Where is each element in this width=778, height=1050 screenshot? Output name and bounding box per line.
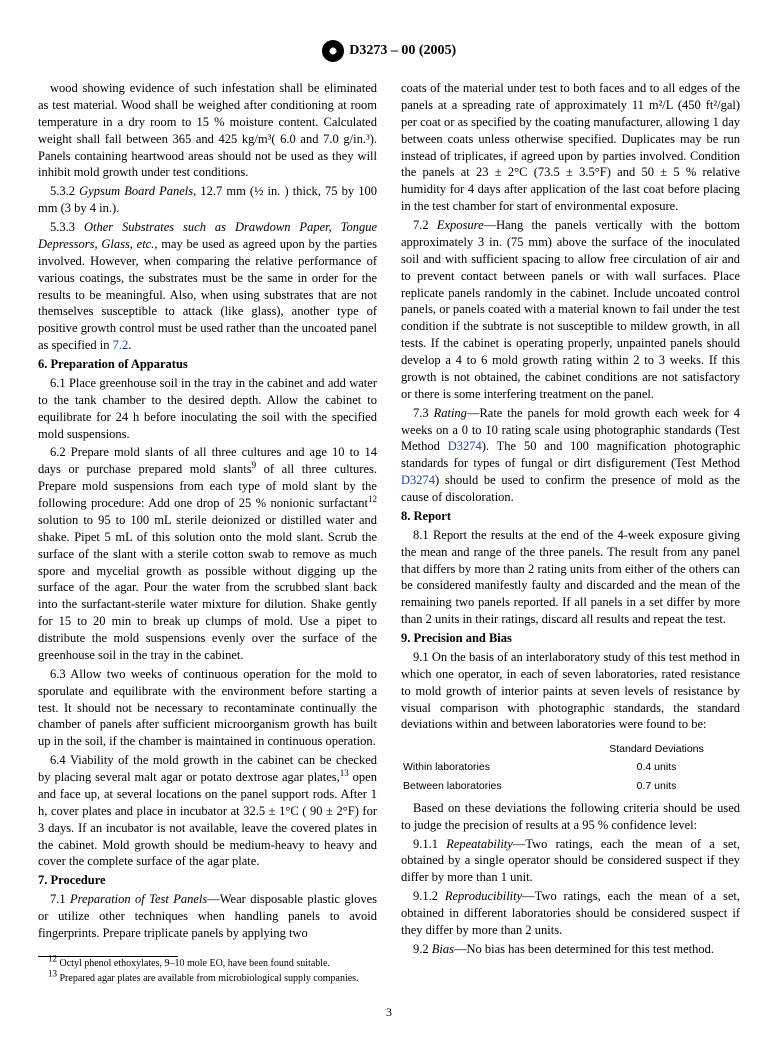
std-dev-table: Standard Deviations Within laboratories0… [401,739,740,796]
para-7-1-b: coats of the material under test to both… [401,80,740,215]
para-5-3-3: 5.3.3 Other Substrates such as Drawdown … [38,219,377,354]
para-9-1-criteria: Based on these deviations the following … [401,800,740,834]
heading-9: 9. Precision and Bias [401,630,740,647]
para-5-3-2: 5.3.2 Gypsum Board Panels, 12.7 mm (½ in… [38,183,377,217]
para-6-1: 6.1 Place greenhouse soil in the tray in… [38,375,377,443]
page-header: D3273 – 00 (2005) [38,40,740,62]
para-6-4: 6.4 Viability of the mold growth in the … [38,752,377,870]
para-6-2: 6.2 Prepare mold slants of all three cul… [38,444,377,663]
para-9-1-1: 9.1.1 Repeatability—Two ratings, each th… [401,836,740,887]
xref-d3274-b[interactable]: D3274 [401,473,435,487]
heading-6: 6. Preparation of Apparatus [38,356,377,373]
heading-8: 8. Report [401,508,740,525]
table-row: Within laboratories0.4 units [403,759,738,775]
footnote-13: 13 Prepared agar plates are available fr… [38,972,377,986]
xref-d3274-a[interactable]: D3274 [448,439,482,453]
para-9-2: 9.2 Bias—No bias has been determined for… [401,941,740,958]
astm-logo-icon [322,40,344,62]
para-7-1-a: 7.1 Preparation of Test Panels—Wear disp… [38,891,377,942]
para-7-3: 7.3 Rating—Rate the panels for mold grow… [401,405,740,506]
footnote-12: 12 Octyl phenol ethoxylates, 9–10 mole E… [38,957,377,971]
page-number: 3 [38,1004,740,1020]
para-7-2: 7.2 Exposure—Hang the panels vertically … [401,217,740,403]
para-6-3: 6.3 Allow two weeks of continuous operat… [38,666,377,750]
table-row: Between laboratories0.7 units [403,778,738,794]
sd-head: Standard Deviations [575,741,738,757]
body-columns: wood showing evidence of such infestatio… [38,80,740,986]
para-9-1: 9.1 On the basis of an interlaboratory s… [401,649,740,733]
designation: D3273 – 00 (2005) [349,43,456,58]
para-8-1: 8.1 Report the results at the end of the… [401,527,740,628]
heading-7: 7. Procedure [38,872,377,889]
para-9-1-2: 9.1.2 Reproducibility—Two ratings, each … [401,888,740,939]
para-5-3-1-cont: wood showing evidence of such infestatio… [38,80,377,181]
xref-7-2[interactable]: 7.2 [113,338,129,352]
